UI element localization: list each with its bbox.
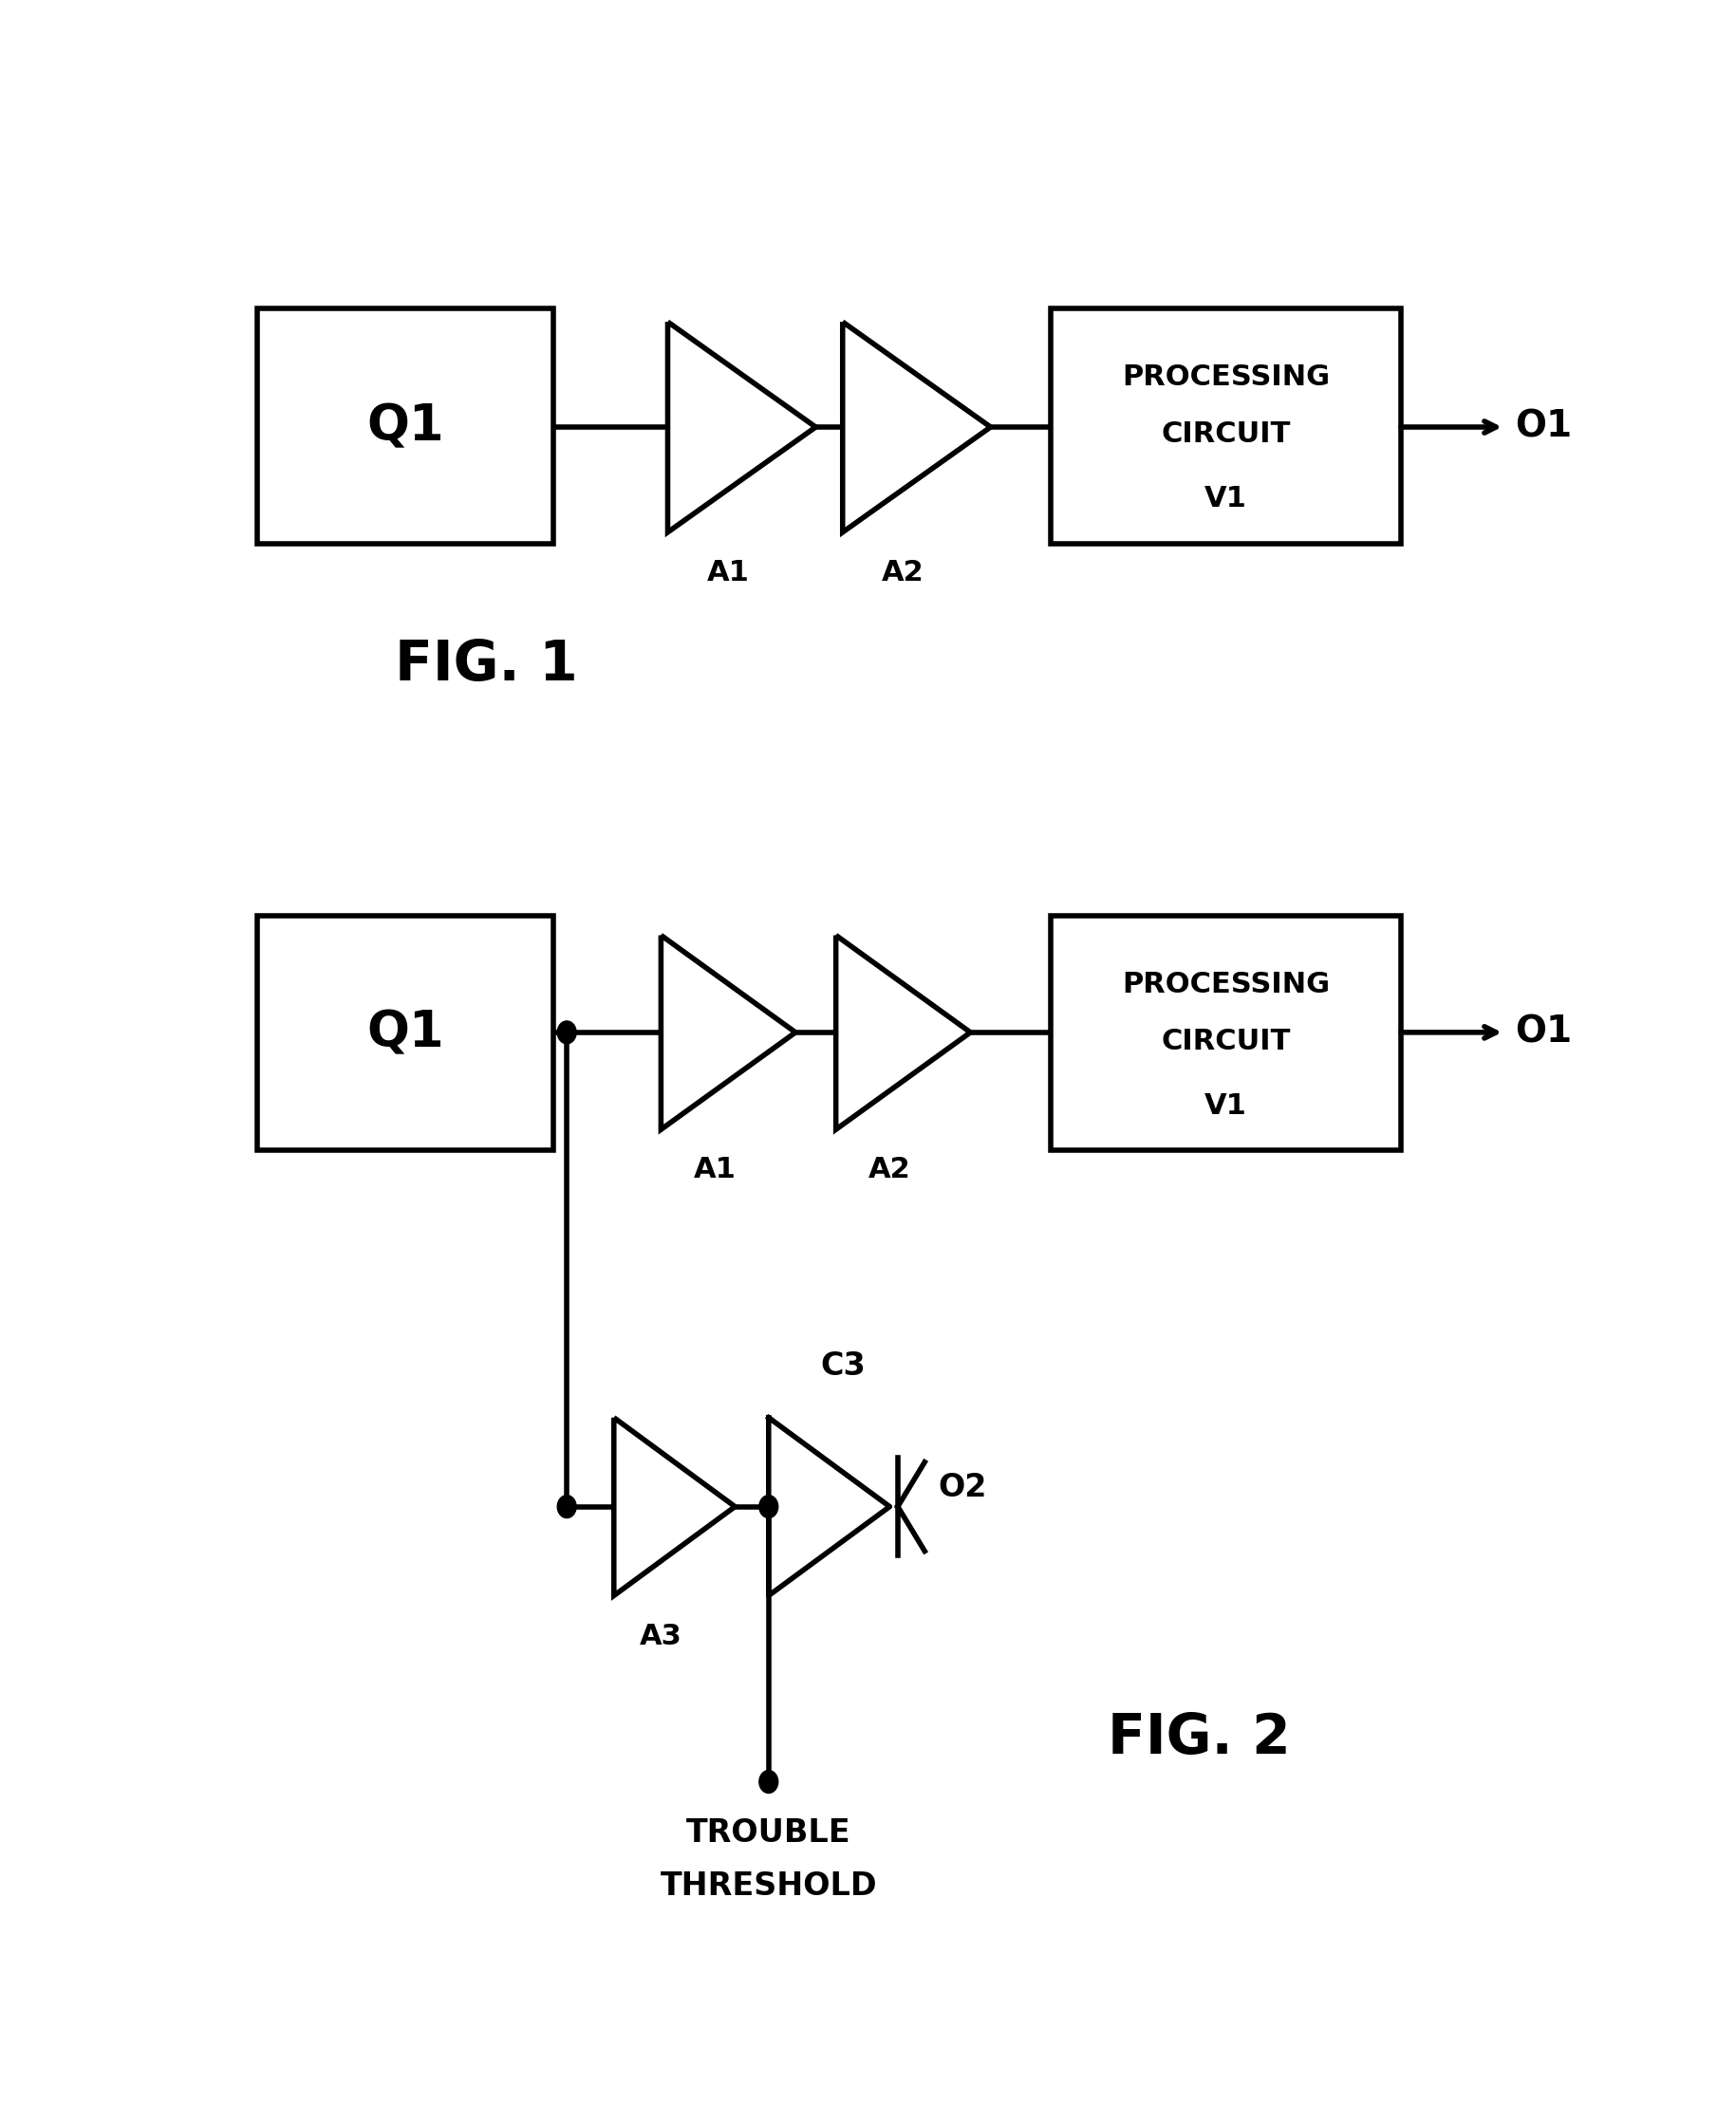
- Text: PROCESSING: PROCESSING: [1121, 364, 1330, 391]
- Circle shape: [759, 1495, 778, 1518]
- Bar: [257, 309, 554, 544]
- Text: A1: A1: [693, 1156, 736, 1183]
- Circle shape: [759, 1770, 778, 1793]
- Text: THRESHOLD: THRESHOLD: [660, 1871, 877, 1902]
- Bar: [257, 916, 554, 1150]
- Text: FIG. 2: FIG. 2: [1108, 1711, 1290, 1766]
- Bar: [1050, 916, 1401, 1150]
- Text: CIRCUIT: CIRCUIT: [1161, 420, 1292, 448]
- Text: A1: A1: [707, 559, 750, 586]
- Text: Q1: Q1: [366, 401, 444, 452]
- Text: V1: V1: [1205, 486, 1248, 513]
- Text: FIG. 1: FIG. 1: [394, 637, 578, 692]
- Text: O1: O1: [1516, 1015, 1573, 1051]
- Text: O1: O1: [1516, 410, 1573, 446]
- Bar: [1050, 309, 1401, 544]
- Circle shape: [557, 1022, 576, 1045]
- Text: PROCESSING: PROCESSING: [1121, 971, 1330, 998]
- Circle shape: [557, 1495, 576, 1518]
- Text: A2: A2: [882, 559, 924, 586]
- Text: CIRCUIT: CIRCUIT: [1161, 1028, 1292, 1055]
- Text: O2: O2: [937, 1471, 986, 1503]
- Text: TROUBLE: TROUBLE: [686, 1818, 851, 1848]
- Text: A3: A3: [641, 1623, 682, 1650]
- Text: A2: A2: [868, 1156, 911, 1183]
- Text: V1: V1: [1205, 1093, 1248, 1120]
- Text: Q1: Q1: [366, 1009, 444, 1057]
- Text: C3: C3: [819, 1352, 865, 1381]
